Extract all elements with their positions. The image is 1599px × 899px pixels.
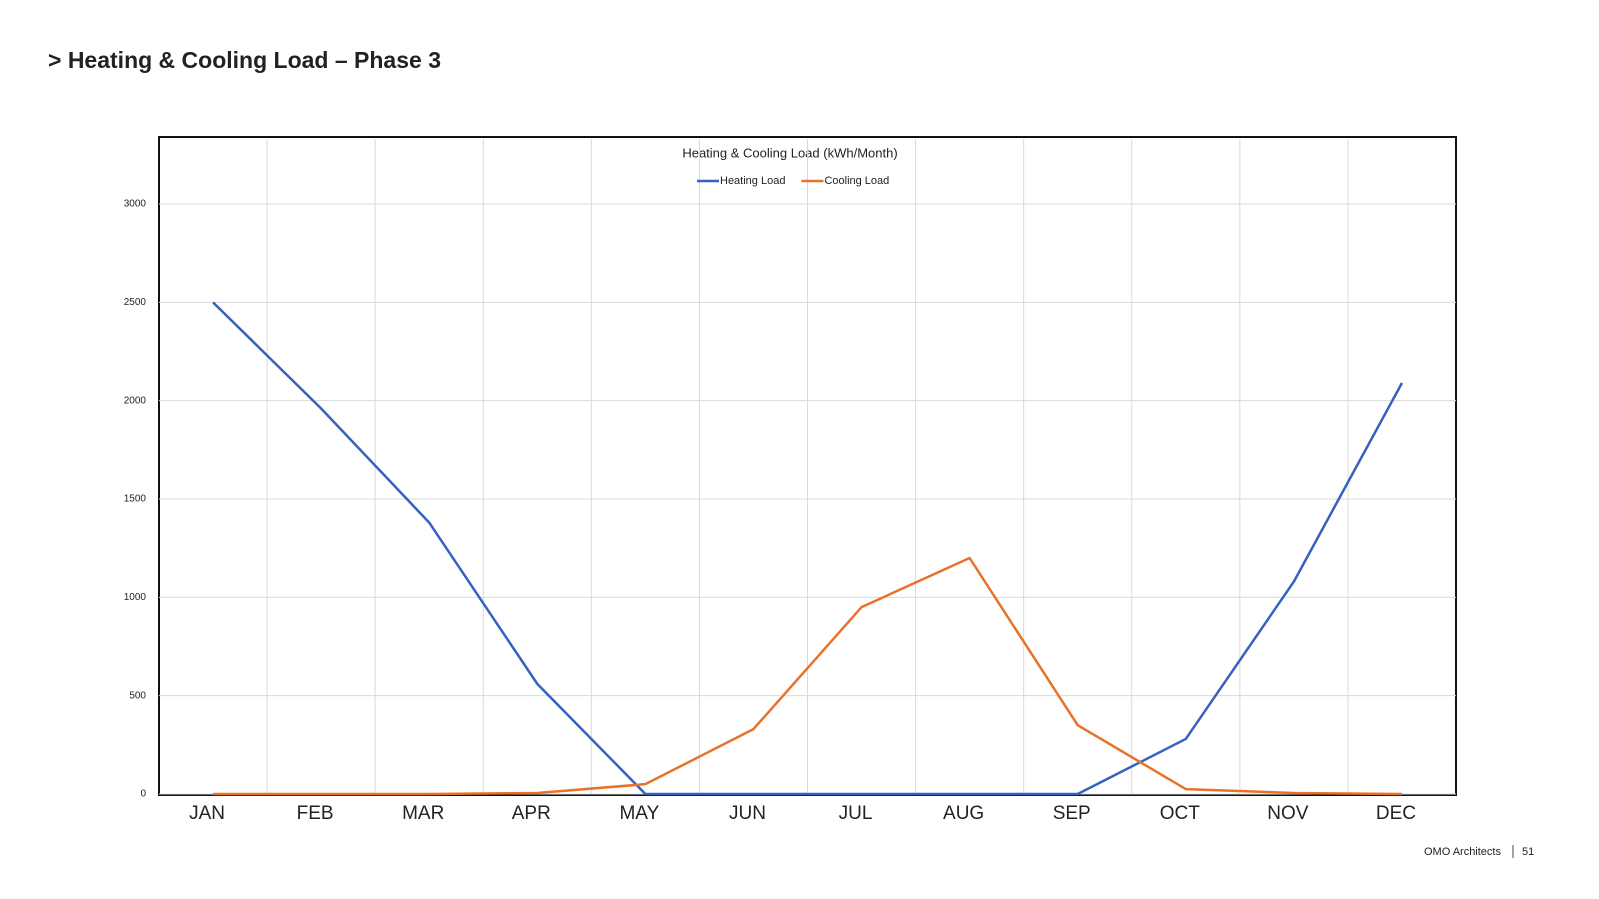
x-tick-label: OCT	[1160, 803, 1201, 824]
x-tick-label: JUN	[729, 803, 766, 824]
x-tick-label: DEC	[1376, 803, 1416, 824]
y-tick-label: 2000	[124, 395, 147, 406]
x-tick-label: FEB	[297, 803, 334, 824]
series-line	[213, 556, 1402, 796]
chart-title: Heating & Cooling Load (kWh/Month)	[682, 145, 897, 160]
y-tick-label: 3000	[124, 199, 147, 210]
footer-company: OMO Architects	[1424, 846, 1502, 858]
y-tick-label: 1500	[124, 494, 147, 505]
slide-title: > Heating & Cooling Load – Phase 3	[48, 47, 441, 73]
plot: 0 500 1000 1500 2000 2500 3000 JAN FEB MAR APR MAY J…	[124, 139, 1456, 824]
series-line	[212, 301, 1404, 796]
footer-page: 51	[1522, 846, 1534, 858]
x-tick-label: MAY	[619, 803, 659, 824]
x-tick-label: APR	[512, 803, 551, 824]
y-tick-label: 1000	[124, 592, 147, 603]
legend-label: Heating Load	[720, 175, 785, 187]
x-tick-label: JUL	[839, 803, 873, 824]
x-tick-label: NOV	[1267, 803, 1309, 824]
legend-label: Cooling Load	[824, 175, 889, 187]
y-tick-label: 500	[129, 690, 146, 701]
x-tick-label: JAN	[189, 803, 225, 824]
y-tick-label: 0	[140, 789, 146, 800]
x-tick-label: MAR	[402, 803, 444, 824]
y-tick-label: 2500	[124, 297, 147, 308]
x-tick-label: AUG	[943, 803, 984, 824]
x-tick-label: SEP	[1053, 803, 1091, 824]
